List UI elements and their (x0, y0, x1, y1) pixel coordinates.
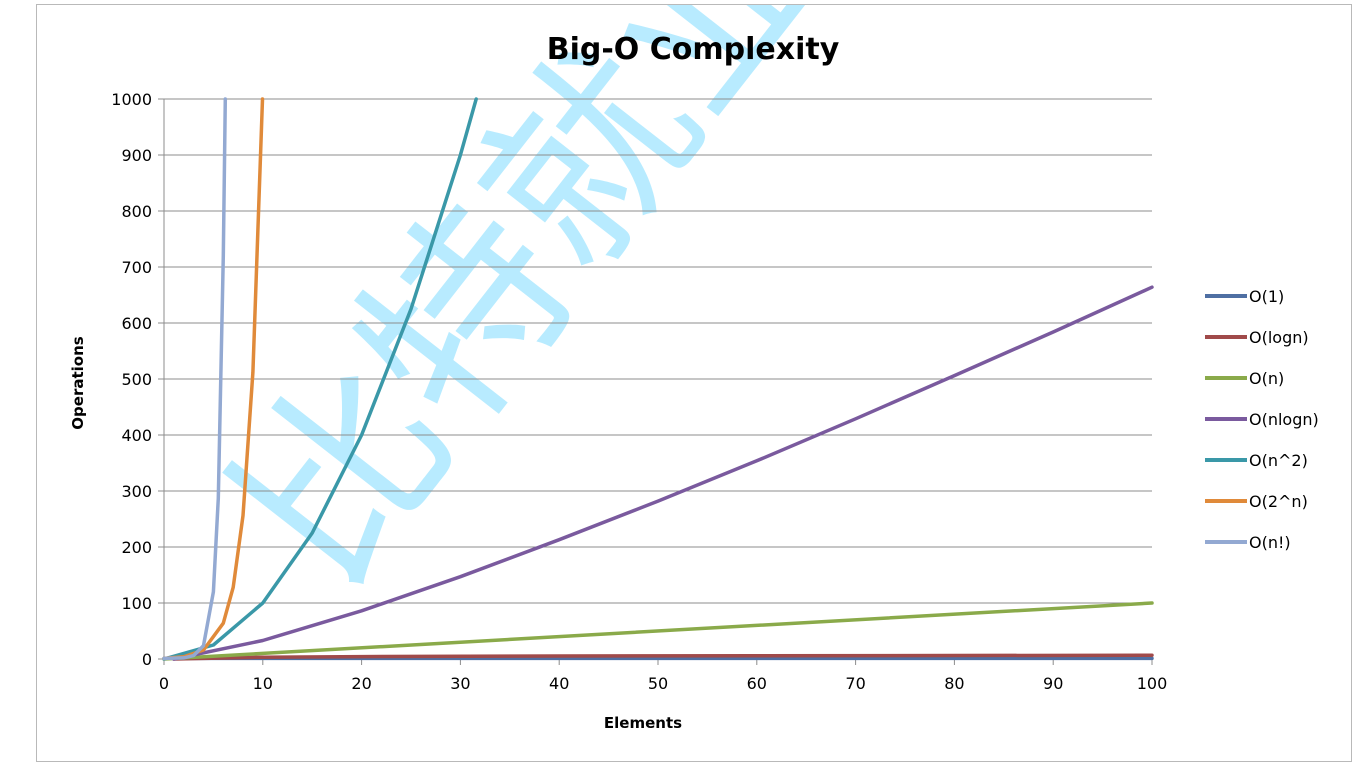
x-tick-label: 60 (747, 674, 767, 693)
watermark: 比特就业 (191, 5, 867, 625)
y-tick-label: 1000 (111, 90, 152, 109)
y-tick-label: 200 (121, 538, 152, 557)
x-axis-ticks: 0 10 20 30 40 50 60 70 80 90 100 (159, 659, 1167, 693)
chart-frame: 比特就业 Big-O Complexity 0 100 200 300 400 500 60… (36, 4, 1352, 762)
series-line-o-logn (172, 653, 1154, 661)
chart-title: Big-O Complexity (547, 32, 840, 67)
y-tick-label: 100 (121, 594, 152, 613)
x-axis-label: Elements (604, 714, 682, 732)
legend: O(1) O(logn) O(n) O(nlogn) O(n^2) O(2^n) O(n!) (1205, 287, 1319, 552)
y-axis-ticks: 0 100 200 300 400 500 600 700 800 900 1000 (111, 90, 164, 669)
x-tick-label: 20 (351, 674, 371, 693)
y-tick-label: 400 (121, 426, 152, 445)
x-tick-label: 90 (1043, 674, 1063, 693)
y-tick-label: 300 (121, 482, 152, 501)
x-tick-label: 100 (1137, 674, 1168, 693)
x-tick-label: 30 (450, 674, 470, 693)
legend-label-o-n: O(n) (1249, 369, 1284, 388)
y-tick-label: 900 (121, 146, 152, 165)
legend-label-o-logn: O(logn) (1249, 328, 1309, 347)
legend-label-o-1: O(1) (1249, 287, 1284, 306)
x-tick-label: 80 (944, 674, 964, 693)
x-tick-label: 0 (159, 674, 169, 693)
big-o-chart: 比特就业 Big-O Complexity 010020030040050060… (69, 5, 1319, 732)
y-tick-label: 800 (121, 202, 152, 221)
series-line-o-n (162, 97, 228, 661)
legend-label-o-n: O(n!) (1249, 533, 1291, 552)
gridlines (164, 98, 1152, 604)
y-axis-label: Operations (69, 336, 87, 429)
y-tick-label: 0 (142, 650, 152, 669)
y-tick-label: 700 (121, 258, 152, 277)
x-tick-label: 70 (845, 674, 865, 693)
series-line-o-nlogn (172, 285, 1154, 661)
series-line-o-n (162, 601, 1154, 661)
series-line-o-n-2 (162, 97, 478, 661)
x-tick-label: 40 (549, 674, 569, 693)
y-tick-label: 600 (121, 314, 152, 333)
x-tick-label: 50 (648, 674, 668, 693)
legend-label-o-nlogn: O(nlogn) (1249, 410, 1319, 429)
legend-label-o-n-2: O(n^2) (1249, 451, 1308, 470)
series-lines (162, 97, 1154, 661)
legend-label-o-2-n: O(2^n) (1249, 492, 1308, 511)
y-tick-label: 500 (121, 370, 152, 389)
x-tick-label: 10 (253, 674, 273, 693)
